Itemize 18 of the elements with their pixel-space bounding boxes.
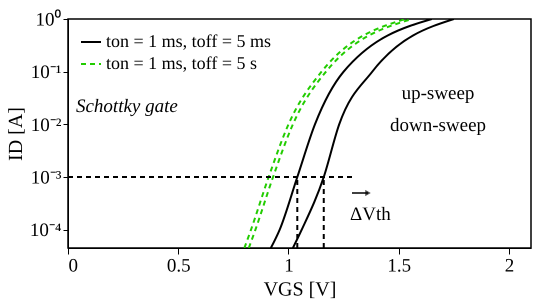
legend-label: ton = 1 ms, toff = 5 ms xyxy=(106,31,271,51)
y-tick-label: 10⁻² xyxy=(30,114,62,136)
y-tick-label: 10⁻³ xyxy=(30,168,62,189)
x-tick-label: 0.5 xyxy=(166,256,191,276)
y-axis-title: ID [A] xyxy=(4,107,27,161)
y-tick-label: 10⁻¹ xyxy=(30,62,62,84)
legend-label: ton = 1 ms, toff = 5 s xyxy=(106,53,257,73)
x-tick-label: 2 xyxy=(504,256,514,276)
annotation: Schottky gate xyxy=(76,96,178,117)
y-tick-label: 10⁻⁴ xyxy=(30,220,62,242)
annotation: ΔVth xyxy=(350,204,392,225)
x-axis-title: VGS [V] xyxy=(264,278,336,300)
x-tick-label: 1.5 xyxy=(387,256,412,276)
annotation: down-sweep xyxy=(390,115,486,136)
annotation: up-sweep xyxy=(402,83,474,104)
x-tick-label: 1 xyxy=(284,256,294,276)
x-tick-label: 0 xyxy=(68,256,78,276)
y-tick-label: 10⁰ xyxy=(36,8,62,30)
